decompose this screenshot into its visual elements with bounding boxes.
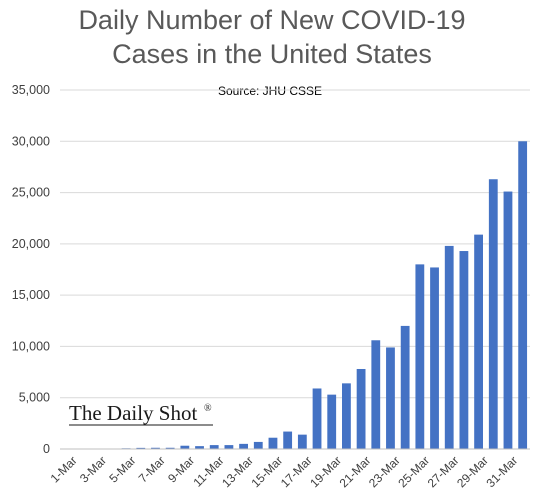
bar-14-Mar — [253, 441, 263, 449]
daily-shot-watermark: The Daily Shot ® — [69, 401, 213, 426]
x-tick-label: 7-Mar — [136, 453, 168, 485]
x-tick-label: 23-Mar — [366, 453, 403, 490]
x-tick-label: 25-Mar — [395, 453, 432, 490]
bar-1-Apr — [518, 141, 528, 450]
bar-26-Mar — [430, 267, 439, 449]
y-tick-label: 30,000 — [12, 134, 50, 148]
watermark-text: The Daily Shot — [69, 401, 197, 425]
bar-18-Mar — [312, 388, 322, 449]
bar-29-Mar — [474, 234, 483, 449]
y-tick-label: 5,000 — [19, 391, 50, 405]
bar-16-Mar — [283, 431, 293, 449]
x-tick-label: 29-Mar — [454, 453, 491, 490]
x-tick-label: 13-Mar — [219, 453, 256, 490]
bar-27-Mar — [444, 245, 454, 449]
bar-11-Mar — [209, 445, 219, 449]
bar-10-Mar — [195, 446, 204, 449]
x-tick-label: 3-Mar — [77, 453, 109, 485]
x-tick-label: 15-Mar — [249, 453, 286, 490]
y-tick-label: 10,000 — [12, 339, 50, 353]
bar-15-Mar — [268, 437, 278, 449]
x-tick-label: 5-Mar — [106, 453, 138, 485]
y-tick-label: 25,000 — [12, 186, 50, 200]
bar-28-Mar — [459, 251, 469, 449]
y-tick-label: 35,000 — [12, 83, 50, 97]
y-tick-label: 0 — [43, 442, 50, 456]
bar-6-Mar — [136, 447, 146, 449]
bar-31-Mar — [503, 191, 513, 450]
bar-25-Mar — [415, 264, 425, 449]
chart-title-line1: Daily Number of New COVID-19 — [78, 5, 465, 35]
x-tick-label: 17-Mar — [278, 453, 315, 490]
source-note: Source: JHU CSSE — [218, 84, 322, 98]
bar-23-Mar — [386, 347, 395, 449]
bar-30-Mar — [488, 179, 498, 450]
x-tick-label: 19-Mar — [307, 453, 344, 490]
bars — [77, 141, 528, 450]
y-tick-label: 15,000 — [12, 288, 50, 302]
bar-22-Mar — [371, 340, 381, 449]
gridlines — [60, 89, 530, 399]
watermark-registered-mark: ® — [204, 403, 212, 414]
bar-21-Mar — [356, 368, 366, 449]
x-tick-label: 21-Mar — [337, 453, 374, 490]
bar-13-Mar — [239, 443, 248, 449]
x-tick-label: 27-Mar — [425, 453, 462, 490]
y-axis-tick-labels: 0 5,000 10,000 15,000 20,000 25,000 30,000 35,0… — [12, 83, 50, 456]
bar-24-Mar — [400, 325, 410, 449]
bar-12-Mar — [224, 445, 234, 449]
x-tick-label: 31-Mar — [484, 453, 521, 490]
x-axis-tick-labels: 1-Mar3-Mar5-Mar7-Mar9-Mar11-Mar13-Mar15-… — [48, 453, 521, 490]
bar-7-Mar — [151, 447, 160, 449]
bar-20-Mar — [342, 383, 351, 449]
bar-17-Mar — [297, 434, 307, 449]
bar-9-Mar — [180, 445, 190, 449]
y-tick-label: 20,000 — [12, 237, 50, 251]
chart-title-line2: Cases in the United States — [112, 39, 432, 69]
bar-19-Mar — [327, 394, 337, 449]
x-tick-label: 11-Mar — [190, 453, 226, 489]
bar-8-Mar — [165, 447, 175, 449]
x-tick-label: 1-Mar — [48, 453, 80, 485]
